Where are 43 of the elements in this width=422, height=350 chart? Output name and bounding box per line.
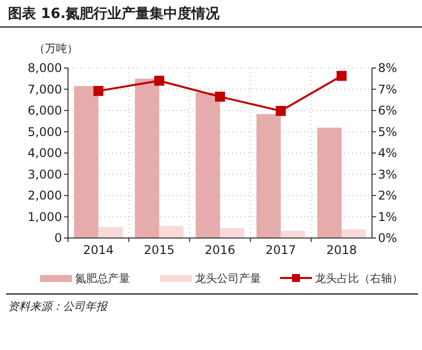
y2-tick-label: 1% [378, 210, 398, 224]
bar [317, 128, 342, 238]
y-tick-label: 7,000 [28, 82, 62, 96]
y2-tick-label: 4% [378, 146, 398, 160]
bar [74, 86, 98, 238]
y2-tick-label: 8% [378, 61, 398, 76]
y-tick-label: 2,000 [28, 188, 62, 203]
legend-label: 龙头占比（右轴） [315, 272, 403, 285]
point [276, 106, 286, 116]
y-tick-label: 0 [54, 231, 62, 246]
bar [134, 78, 160, 238]
bar [98, 226, 123, 238]
text: 资料来源：公司年报 [8, 300, 108, 313]
y2-tick-label: 2% [378, 188, 398, 203]
y-axis-title: （万吨） [34, 42, 78, 55]
x-tick-label: 2014 [83, 243, 114, 257]
y-tick-label: 4,000 [28, 146, 62, 160]
y-tick-label: 6,000 [28, 104, 62, 118]
x-tick-label: 2015 [144, 243, 174, 257]
x-tick-label: 2016 [204, 243, 236, 257]
bar [256, 114, 281, 238]
x-tick-label: 2018 [326, 243, 357, 257]
point [93, 86, 104, 96]
y2-tick-label: 0% [378, 231, 398, 246]
bar [196, 92, 220, 238]
y-tick-label: 1,000 [28, 210, 62, 224]
chart-title: 图表 16.氮肥行业产量集中度情况 [8, 5, 221, 22]
x-tick-label: 2017 [266, 243, 296, 257]
y-tick-label: 8,000 [28, 61, 62, 76]
bar [342, 230, 366, 238]
y2-tick-label: 3% [378, 167, 398, 182]
y-tick-label: 5,000 [28, 124, 62, 139]
y2-tick-label: 5% [378, 124, 398, 139]
point [336, 70, 347, 81]
bar [220, 228, 244, 238]
y2-tick-label: 7% [378, 82, 398, 96]
point [215, 92, 225, 102]
point [154, 76, 164, 86]
bar [159, 226, 184, 238]
y-tick-label: 3,000 [28, 167, 62, 182]
legend-label: 龙头公司产量 [195, 272, 261, 285]
legend-label: 氮肥总产量 [75, 272, 130, 285]
y2-tick-label: 6% [378, 104, 398, 118]
